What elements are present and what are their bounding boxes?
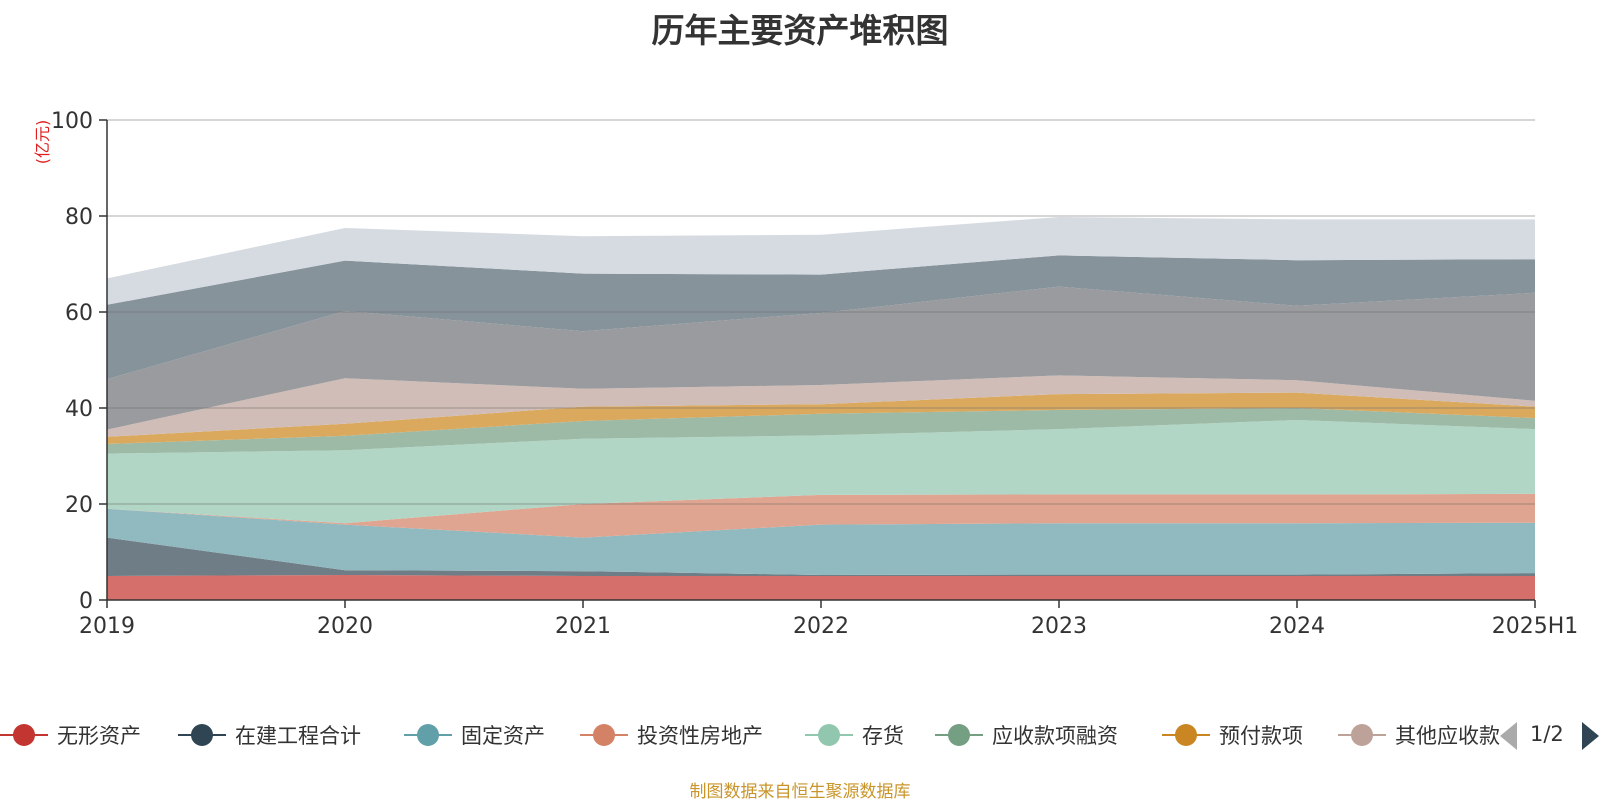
data-source-note: 制图数据来自恒生聚源数据库 — [689, 782, 911, 802]
x-tick-label: 2020 — [317, 614, 373, 639]
legend-item[interactable]: 投资性房地产 — [580, 715, 763, 755]
x-tick-label: 2024 — [1269, 614, 1325, 639]
y-tick-label: 0 — [79, 589, 93, 614]
area-layers — [107, 217, 1535, 600]
legend-marker-icon — [580, 723, 628, 747]
legend-page-indicator: 1/2 — [1530, 722, 1564, 746]
legend-pager: 1/2 — [1500, 722, 1600, 752]
x-tick-label: 2021 — [555, 614, 611, 639]
legend-marker-icon — [935, 723, 983, 747]
legend-label: 应收款项融资 — [992, 724, 1118, 748]
legend-label: 在建工程合计 — [235, 724, 361, 748]
legend-item[interactable]: 其他应收款 — [1338, 715, 1500, 755]
grid-lines — [107, 119, 1535, 505]
y-tick-label: 40 — [65, 397, 93, 422]
y-tick-label: 80 — [65, 205, 93, 230]
area-series-6 — [107, 392, 1535, 444]
y-unit-label: (亿元) — [33, 120, 52, 165]
area-series-8 — [107, 286, 1535, 430]
x-tick-label: 2025H1 — [1492, 614, 1579, 639]
area-series-4 — [107, 420, 1535, 524]
legend-item[interactable]: 在建工程合计 — [178, 715, 361, 755]
x-tick-label: 2022 — [793, 614, 849, 639]
area-series-5 — [107, 408, 1535, 454]
legend-marker-icon — [0, 723, 48, 747]
legend-label: 投资性房地产 — [637, 724, 763, 748]
area-series-9 — [107, 255, 1535, 380]
x-tick-label: 2019 — [79, 614, 135, 639]
legend-marker-icon — [404, 723, 452, 747]
legend-prev-arrow-icon[interactable] — [1500, 722, 1517, 750]
chart-title: 历年主要资产堆积图 — [651, 11, 949, 50]
legend-marker-icon — [1338, 723, 1386, 747]
y-tick-label: 20 — [65, 493, 93, 518]
legend-marker-icon — [805, 723, 853, 747]
legend-label: 其他应收款 — [1395, 724, 1500, 748]
legend-label: 固定资产 — [461, 724, 545, 748]
legend-label: 存货 — [862, 724, 904, 748]
legend-next-arrow-icon[interactable] — [1582, 722, 1599, 750]
chart-legend: 无形资产 在建工程合计 固定资产 投资性房地产 存货 应收款项融资 预付款项 其他应收款 — [0, 715, 1500, 755]
x-tick-label: 2023 — [1031, 614, 1087, 639]
y-tick-label: 60 — [65, 301, 93, 326]
area-series-1 — [107, 537, 1535, 576]
legend-label: 无形资产 — [57, 724, 141, 748]
legend-label: 预付款项 — [1219, 724, 1303, 748]
y-tick-label: 100 — [51, 109, 93, 134]
area-series-7 — [107, 375, 1535, 437]
legend-marker-icon — [178, 723, 226, 747]
area-series-2 — [107, 508, 1535, 575]
legend-item[interactable]: 固定资产 — [404, 715, 545, 755]
legend-item[interactable]: 存货 — [805, 715, 904, 755]
area-series-0 — [107, 575, 1535, 600]
legend-item[interactable]: 应收款项融资 — [935, 715, 1118, 755]
legend-marker-icon — [1162, 723, 1210, 747]
legend-item[interactable]: 预付款项 — [1162, 715, 1303, 755]
area-series-3 — [107, 493, 1535, 538]
area-series-10 — [107, 217, 1535, 305]
axes: 0 20 40 60 80 100 2019 2020 2021 2022 2023 2024 2025… — [51, 109, 1578, 639]
legend-item[interactable]: 无形资产 — [0, 715, 141, 755]
